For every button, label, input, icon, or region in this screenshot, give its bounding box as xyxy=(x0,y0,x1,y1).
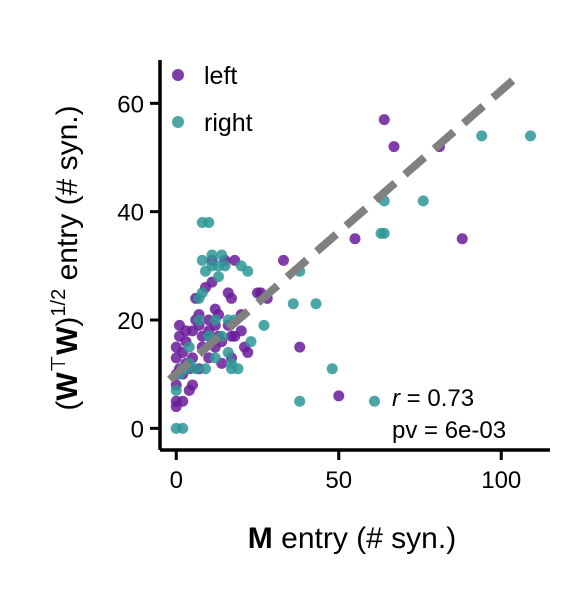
data-point-right xyxy=(209,314,221,326)
stat-pv: pv = 6e-03 xyxy=(392,417,506,444)
y-axis-title-bold-1: W xyxy=(51,372,84,401)
y-tick-label: 20 xyxy=(117,308,144,335)
stat-r-symbol: r xyxy=(392,385,401,412)
data-point-left xyxy=(242,347,254,358)
y-tick-label: 0 xyxy=(131,416,144,443)
x-tick-label: 100 xyxy=(481,467,521,494)
data-point-right xyxy=(378,227,390,239)
points-layer xyxy=(170,114,536,434)
y-axis-title-rest: entry (# syn.) xyxy=(51,105,84,288)
data-point-right xyxy=(196,254,208,266)
legend-label-left: left xyxy=(204,62,237,90)
data-point-right xyxy=(476,130,488,142)
data-point-right xyxy=(232,363,244,375)
stat-r-value: = 0.73 xyxy=(400,385,474,412)
x-tick-label: 50 xyxy=(325,467,352,494)
x-tick-label: 0 xyxy=(170,467,183,494)
data-point-right xyxy=(183,341,195,353)
data-point-right xyxy=(222,347,234,358)
data-point-right xyxy=(209,352,221,364)
stat-r: r = 0.73 xyxy=(392,385,474,412)
legend: left right xyxy=(172,62,253,137)
y-axis-title-close-paren: ) xyxy=(51,317,84,327)
stats-annotation: r = 0.73 pv = 6e-03 xyxy=(392,385,506,444)
data-point-right xyxy=(206,249,218,261)
data-point-left xyxy=(378,114,390,126)
data-point-right xyxy=(245,336,257,348)
y-axis-title-sup-half: 1/2 xyxy=(48,289,70,317)
y-axis-title-sup-t: ⊤ xyxy=(48,355,70,372)
legend-label-right: right xyxy=(204,109,253,137)
data-point-left xyxy=(294,341,306,353)
data-point-right xyxy=(369,395,380,407)
y-tick-label: 40 xyxy=(117,200,144,227)
ticks-layer: 0 50 100 0 20 40 60 xyxy=(117,91,521,494)
x-axis-title: M entry (# syn.) xyxy=(248,522,456,555)
data-point-left xyxy=(235,325,247,337)
data-point-left xyxy=(278,254,289,266)
legend-marker-right xyxy=(172,116,184,128)
y-axis-title-bold-2: W xyxy=(51,326,84,355)
data-point-left xyxy=(333,390,345,402)
data-point-right xyxy=(310,298,322,310)
data-point-right xyxy=(200,363,211,375)
y-axis-title-open-paren: ( xyxy=(51,401,84,411)
data-point-right xyxy=(196,287,208,299)
data-point-right xyxy=(219,260,231,272)
data-point-right xyxy=(190,363,202,375)
data-point-right xyxy=(213,271,224,283)
data-point-right xyxy=(177,422,189,434)
plot-area xyxy=(167,73,536,434)
data-point-right xyxy=(242,265,254,277)
data-point-right xyxy=(216,249,228,261)
data-point-right xyxy=(417,195,429,207)
data-point-right xyxy=(203,217,215,228)
data-point-right xyxy=(193,314,205,326)
data-point-right xyxy=(287,298,299,310)
y-axis-title: (W⊤W)1/2 entry (# syn.) xyxy=(48,105,84,410)
data-point-left xyxy=(456,233,468,245)
data-point-left xyxy=(226,292,237,304)
data-point-left xyxy=(177,395,189,407)
data-point-right xyxy=(294,395,306,407)
data-point-right xyxy=(326,363,338,375)
data-point-right xyxy=(258,319,270,331)
data-point-left xyxy=(187,379,198,391)
data-point-right xyxy=(170,384,182,396)
x-axis-title-rest: entry (# syn.) xyxy=(273,522,456,555)
data-point-right xyxy=(525,130,536,142)
data-point-left xyxy=(388,141,400,153)
legend-marker-left xyxy=(172,69,184,81)
y-tick-label: 60 xyxy=(117,91,144,118)
data-point-left xyxy=(349,233,361,245)
x-axis-title-bold: M xyxy=(248,522,273,555)
